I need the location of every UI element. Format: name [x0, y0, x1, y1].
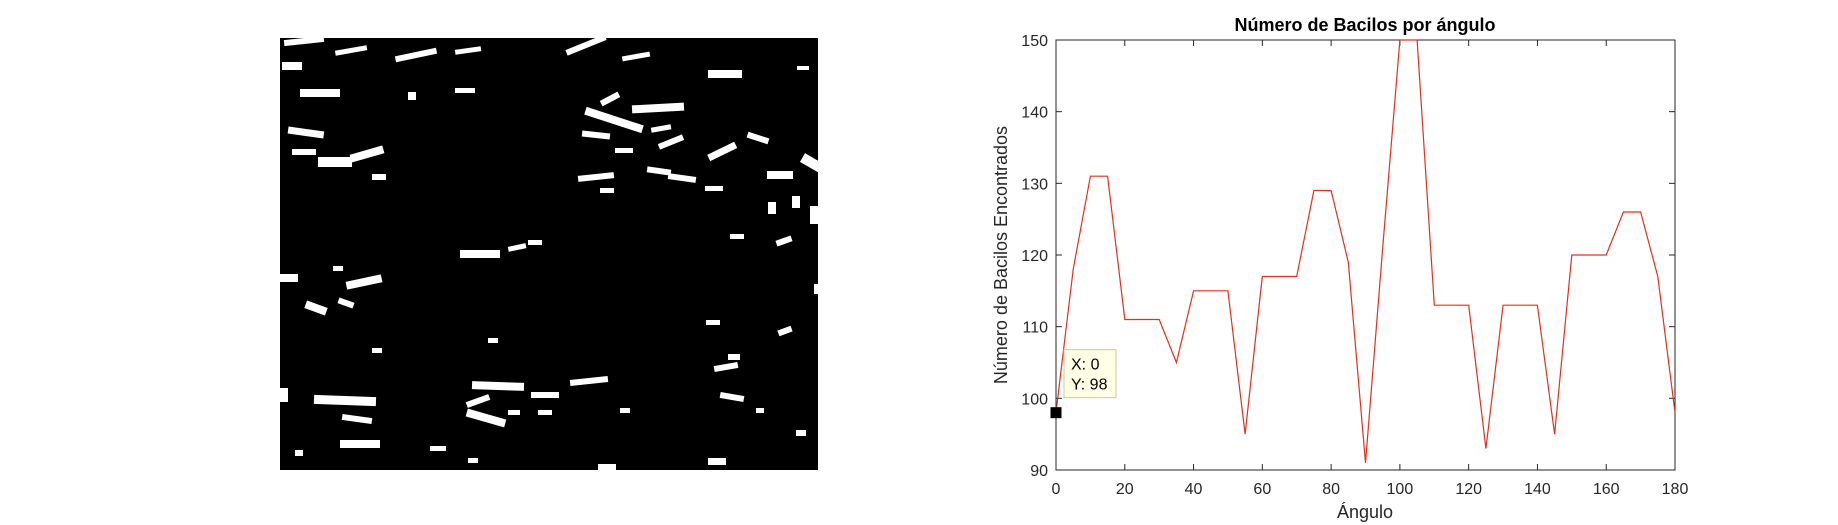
x-tick-label: 80: [1322, 481, 1340, 498]
x-axis: 0 20 40 60 80 100 120 140 160 180: [1052, 40, 1689, 498]
y-tick-label: 100: [1021, 391, 1048, 408]
datatip-x-label: X: 0: [1071, 357, 1100, 374]
y-tick-label: 130: [1021, 176, 1048, 193]
x-tick-label: 180: [1662, 481, 1689, 498]
y-tick-label: 90: [1030, 463, 1048, 480]
x-tick-label: 160: [1593, 481, 1620, 498]
x-tick-label: 140: [1524, 481, 1551, 498]
x-tick-label: 20: [1116, 481, 1134, 498]
x-tick-label: 0: [1052, 481, 1061, 498]
chart-title: Número de Bacilos por ángulo: [1234, 15, 1495, 35]
y-tick-label: 110: [1022, 320, 1048, 337]
datatip[interactable]: X: 0 Y: 98: [1063, 349, 1117, 399]
x-tick-label: 40: [1185, 481, 1203, 498]
x-axis-title: Ángulo: [1337, 502, 1393, 522]
y-axis: 90 100 110 120 130 140 150: [1021, 33, 1675, 480]
y-axis-title: Número de Bacilos Encontrados: [991, 126, 1011, 384]
datatip-marker[interactable]: [1050, 407, 1062, 419]
series-line: [1055, 39, 1676, 463]
y-tick-label: 120: [1021, 248, 1048, 265]
x-tick-label: 60: [1253, 481, 1271, 498]
datatip-y-label: Y: 98: [1071, 377, 1108, 394]
binary-bacilli-image: [280, 38, 818, 470]
y-tick-label: 140: [1021, 105, 1048, 122]
x-tick-label: 100: [1387, 481, 1414, 498]
datatip-box: [1063, 349, 1117, 399]
y-tick-label: 150: [1021, 33, 1048, 50]
x-tick-label: 120: [1455, 481, 1482, 498]
